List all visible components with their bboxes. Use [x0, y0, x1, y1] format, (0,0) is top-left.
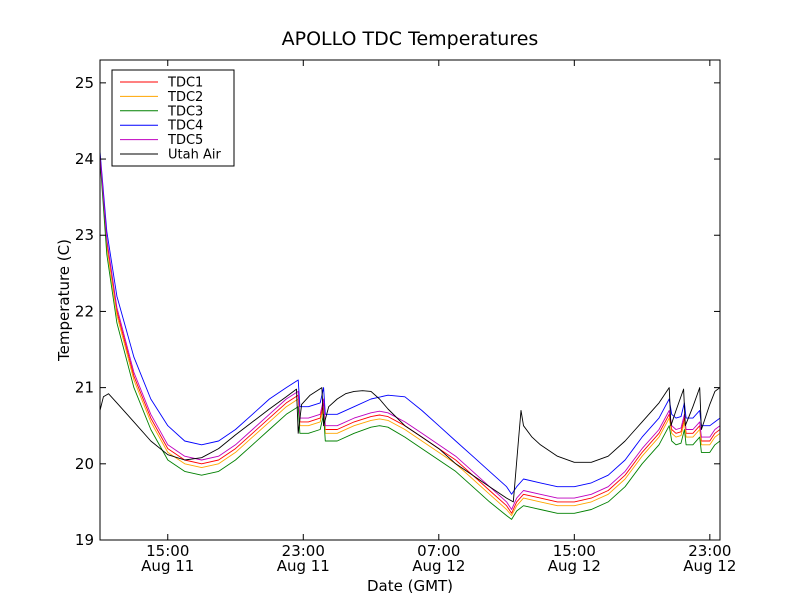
x-tick-label-time: 23:00 — [688, 542, 731, 560]
y-tick-label: 22 — [75, 302, 94, 320]
y-tick-label: 21 — [75, 379, 94, 397]
legend-label-utah-air: Utah Air — [168, 148, 221, 163]
x-tick-label-date: Aug 12 — [548, 557, 601, 575]
chart-title: APOLLO TDC Temperatures — [282, 28, 539, 50]
y-axis-label: Temperature (C) — [55, 239, 73, 362]
legend-label-tdc1: TDC1 — [167, 76, 203, 91]
legend-label-tdc2: TDC2 — [167, 90, 203, 105]
legend-label-tdc4: TDC4 — [167, 119, 203, 134]
series-line-tdc5 — [100, 155, 720, 510]
series-line-tdc1 — [100, 155, 720, 514]
series-group — [100, 151, 720, 520]
series-line-tdc4 — [100, 151, 720, 495]
y-tick-label: 20 — [75, 455, 94, 473]
series-line-utah-air — [100, 387, 720, 503]
legend-label-tdc5: TDC5 — [167, 133, 203, 148]
plot-frame — [99, 59, 721, 541]
x-tick-label-date: Aug 12 — [683, 557, 736, 575]
y-tick-label: 19 — [75, 531, 94, 549]
x-tick-label-date: Aug 12 — [412, 557, 465, 575]
series-line-tdc3 — [100, 158, 720, 520]
y-tick-label: 25 — [75, 74, 94, 92]
x-tick-label-time: 15:00 — [146, 542, 189, 560]
x-axis-label: Date (GMT) — [367, 577, 453, 595]
legend-box — [111, 69, 235, 167]
x-tick-label-time: 23:00 — [282, 542, 325, 560]
legend-label-tdc3: TDC3 — [167, 104, 203, 119]
x-tick-label-time: 07:00 — [417, 542, 460, 560]
x-tick-label-date: Aug 11 — [141, 557, 194, 575]
x-tick-label-time: 15:00 — [553, 542, 596, 560]
y-tick-label: 23 — [75, 226, 94, 244]
series-line-tdc2 — [100, 155, 720, 517]
x-tick-label-date: Aug 11 — [277, 557, 330, 575]
y-tick-label: 24 — [75, 150, 94, 168]
